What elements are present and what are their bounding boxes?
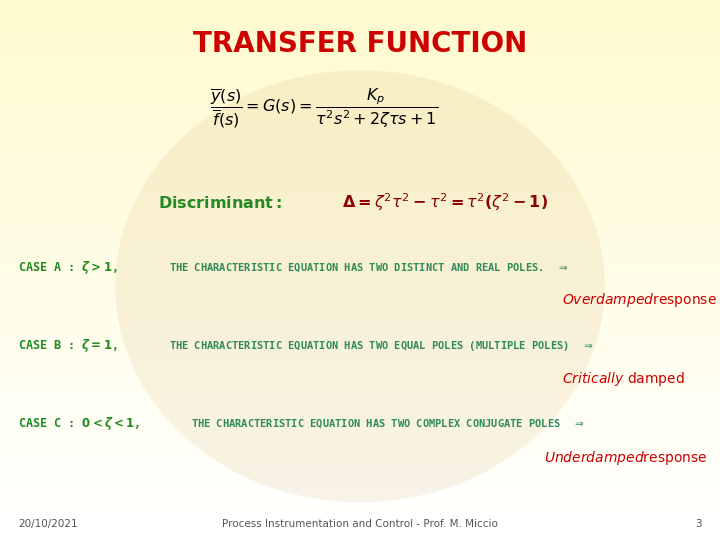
- Bar: [0, 259, 720, 270]
- Bar: [0, 130, 720, 140]
- Bar: [0, 119, 720, 130]
- Text: CASE C : $\boldsymbol{0 < \zeta < 1}$,: CASE C : $\boldsymbol{0 < \zeta < 1}$,: [18, 415, 140, 433]
- Bar: [0, 335, 720, 346]
- Bar: [0, 43, 720, 54]
- Bar: [0, 389, 720, 400]
- Bar: [0, 162, 720, 173]
- Text: $\mathit{Critically}$ damped: $\mathit{Critically}$ damped: [562, 370, 684, 388]
- Bar: [0, 11, 720, 22]
- Bar: [0, 313, 720, 324]
- Text: CASE B : $\boldsymbol{\zeta = 1}$,: CASE B : $\boldsymbol{\zeta = 1}$,: [18, 337, 117, 354]
- Bar: [0, 22, 720, 32]
- Bar: [0, 0, 720, 11]
- Bar: [0, 184, 720, 194]
- Bar: [0, 216, 720, 227]
- Bar: [0, 454, 720, 464]
- Bar: [0, 346, 720, 356]
- Bar: [0, 270, 720, 281]
- Bar: [0, 486, 720, 497]
- Text: 3: 3: [696, 519, 702, 529]
- Bar: [0, 76, 720, 86]
- Text: THE CHARACTERISTIC EQUATION HAS TWO EQUAL POLES (MULTIPLE POLES)  $\Rightarrow$: THE CHARACTERISTIC EQUATION HAS TWO EQUA…: [169, 339, 594, 353]
- Bar: [0, 108, 720, 119]
- Bar: [0, 302, 720, 313]
- Bar: [0, 508, 720, 518]
- Text: CASE A : $\boldsymbol{\zeta > 1}$,: CASE A : $\boldsymbol{\zeta > 1}$,: [18, 259, 117, 276]
- Bar: [0, 464, 720, 475]
- Bar: [0, 497, 720, 508]
- Bar: [0, 227, 720, 238]
- Text: $\mathbf{Discriminant:}$: $\mathbf{Discriminant:}$: [158, 194, 283, 211]
- Bar: [0, 421, 720, 432]
- Bar: [0, 475, 720, 486]
- Ellipse shape: [115, 70, 605, 502]
- Bar: [0, 248, 720, 259]
- Bar: [0, 238, 720, 248]
- Bar: [0, 292, 720, 302]
- Bar: [0, 86, 720, 97]
- Bar: [0, 65, 720, 76]
- Bar: [0, 529, 720, 540]
- Text: TRANSFER FUNCTION: TRANSFER FUNCTION: [193, 30, 527, 58]
- Bar: [0, 367, 720, 378]
- Bar: [0, 281, 720, 292]
- Bar: [0, 194, 720, 205]
- Text: THE CHARACTERISTIC EQUATION HAS TWO COMPLEX CONJUGATE POLES  $\Rightarrow$: THE CHARACTERISTIC EQUATION HAS TWO COMP…: [191, 417, 584, 430]
- Text: $\dfrac{\overline{y}(s)}{\overline{f}(s)} = G(s) = \dfrac{K_p}{\tau^2 s^2 + 2\ze: $\dfrac{\overline{y}(s)}{\overline{f}(s)…: [210, 86, 438, 130]
- Bar: [0, 443, 720, 454]
- Bar: [0, 205, 720, 216]
- Text: Process Instrumentation and Control - Prof. M. Miccio: Process Instrumentation and Control - Pr…: [222, 519, 498, 529]
- Text: $\mathit{Underdamped}$response: $\mathit{Underdamped}$response: [544, 449, 707, 467]
- Bar: [0, 151, 720, 162]
- Text: THE CHARACTERISTIC EQUATION HAS TWO DISTINCT AND REAL POLES.  $\Rightarrow$: THE CHARACTERISTIC EQUATION HAS TWO DIST…: [169, 261, 569, 274]
- Bar: [0, 356, 720, 367]
- Bar: [0, 97, 720, 108]
- Bar: [0, 32, 720, 43]
- Bar: [0, 324, 720, 335]
- Bar: [0, 54, 720, 65]
- Bar: [0, 400, 720, 410]
- Bar: [0, 140, 720, 151]
- Text: $\mathit{Overdamped}$response: $\mathit{Overdamped}$response: [562, 291, 716, 309]
- Text: $\boldsymbol{\Delta = \zeta^2\tau^2 - \tau^2 = \tau^2(\zeta^2 - 1)}$: $\boldsymbol{\Delta = \zeta^2\tau^2 - \t…: [342, 192, 548, 213]
- Bar: [0, 410, 720, 421]
- Bar: [0, 378, 720, 389]
- Bar: [0, 432, 720, 443]
- Bar: [0, 173, 720, 184]
- Text: 20/10/2021: 20/10/2021: [18, 519, 78, 529]
- Bar: [0, 518, 720, 529]
